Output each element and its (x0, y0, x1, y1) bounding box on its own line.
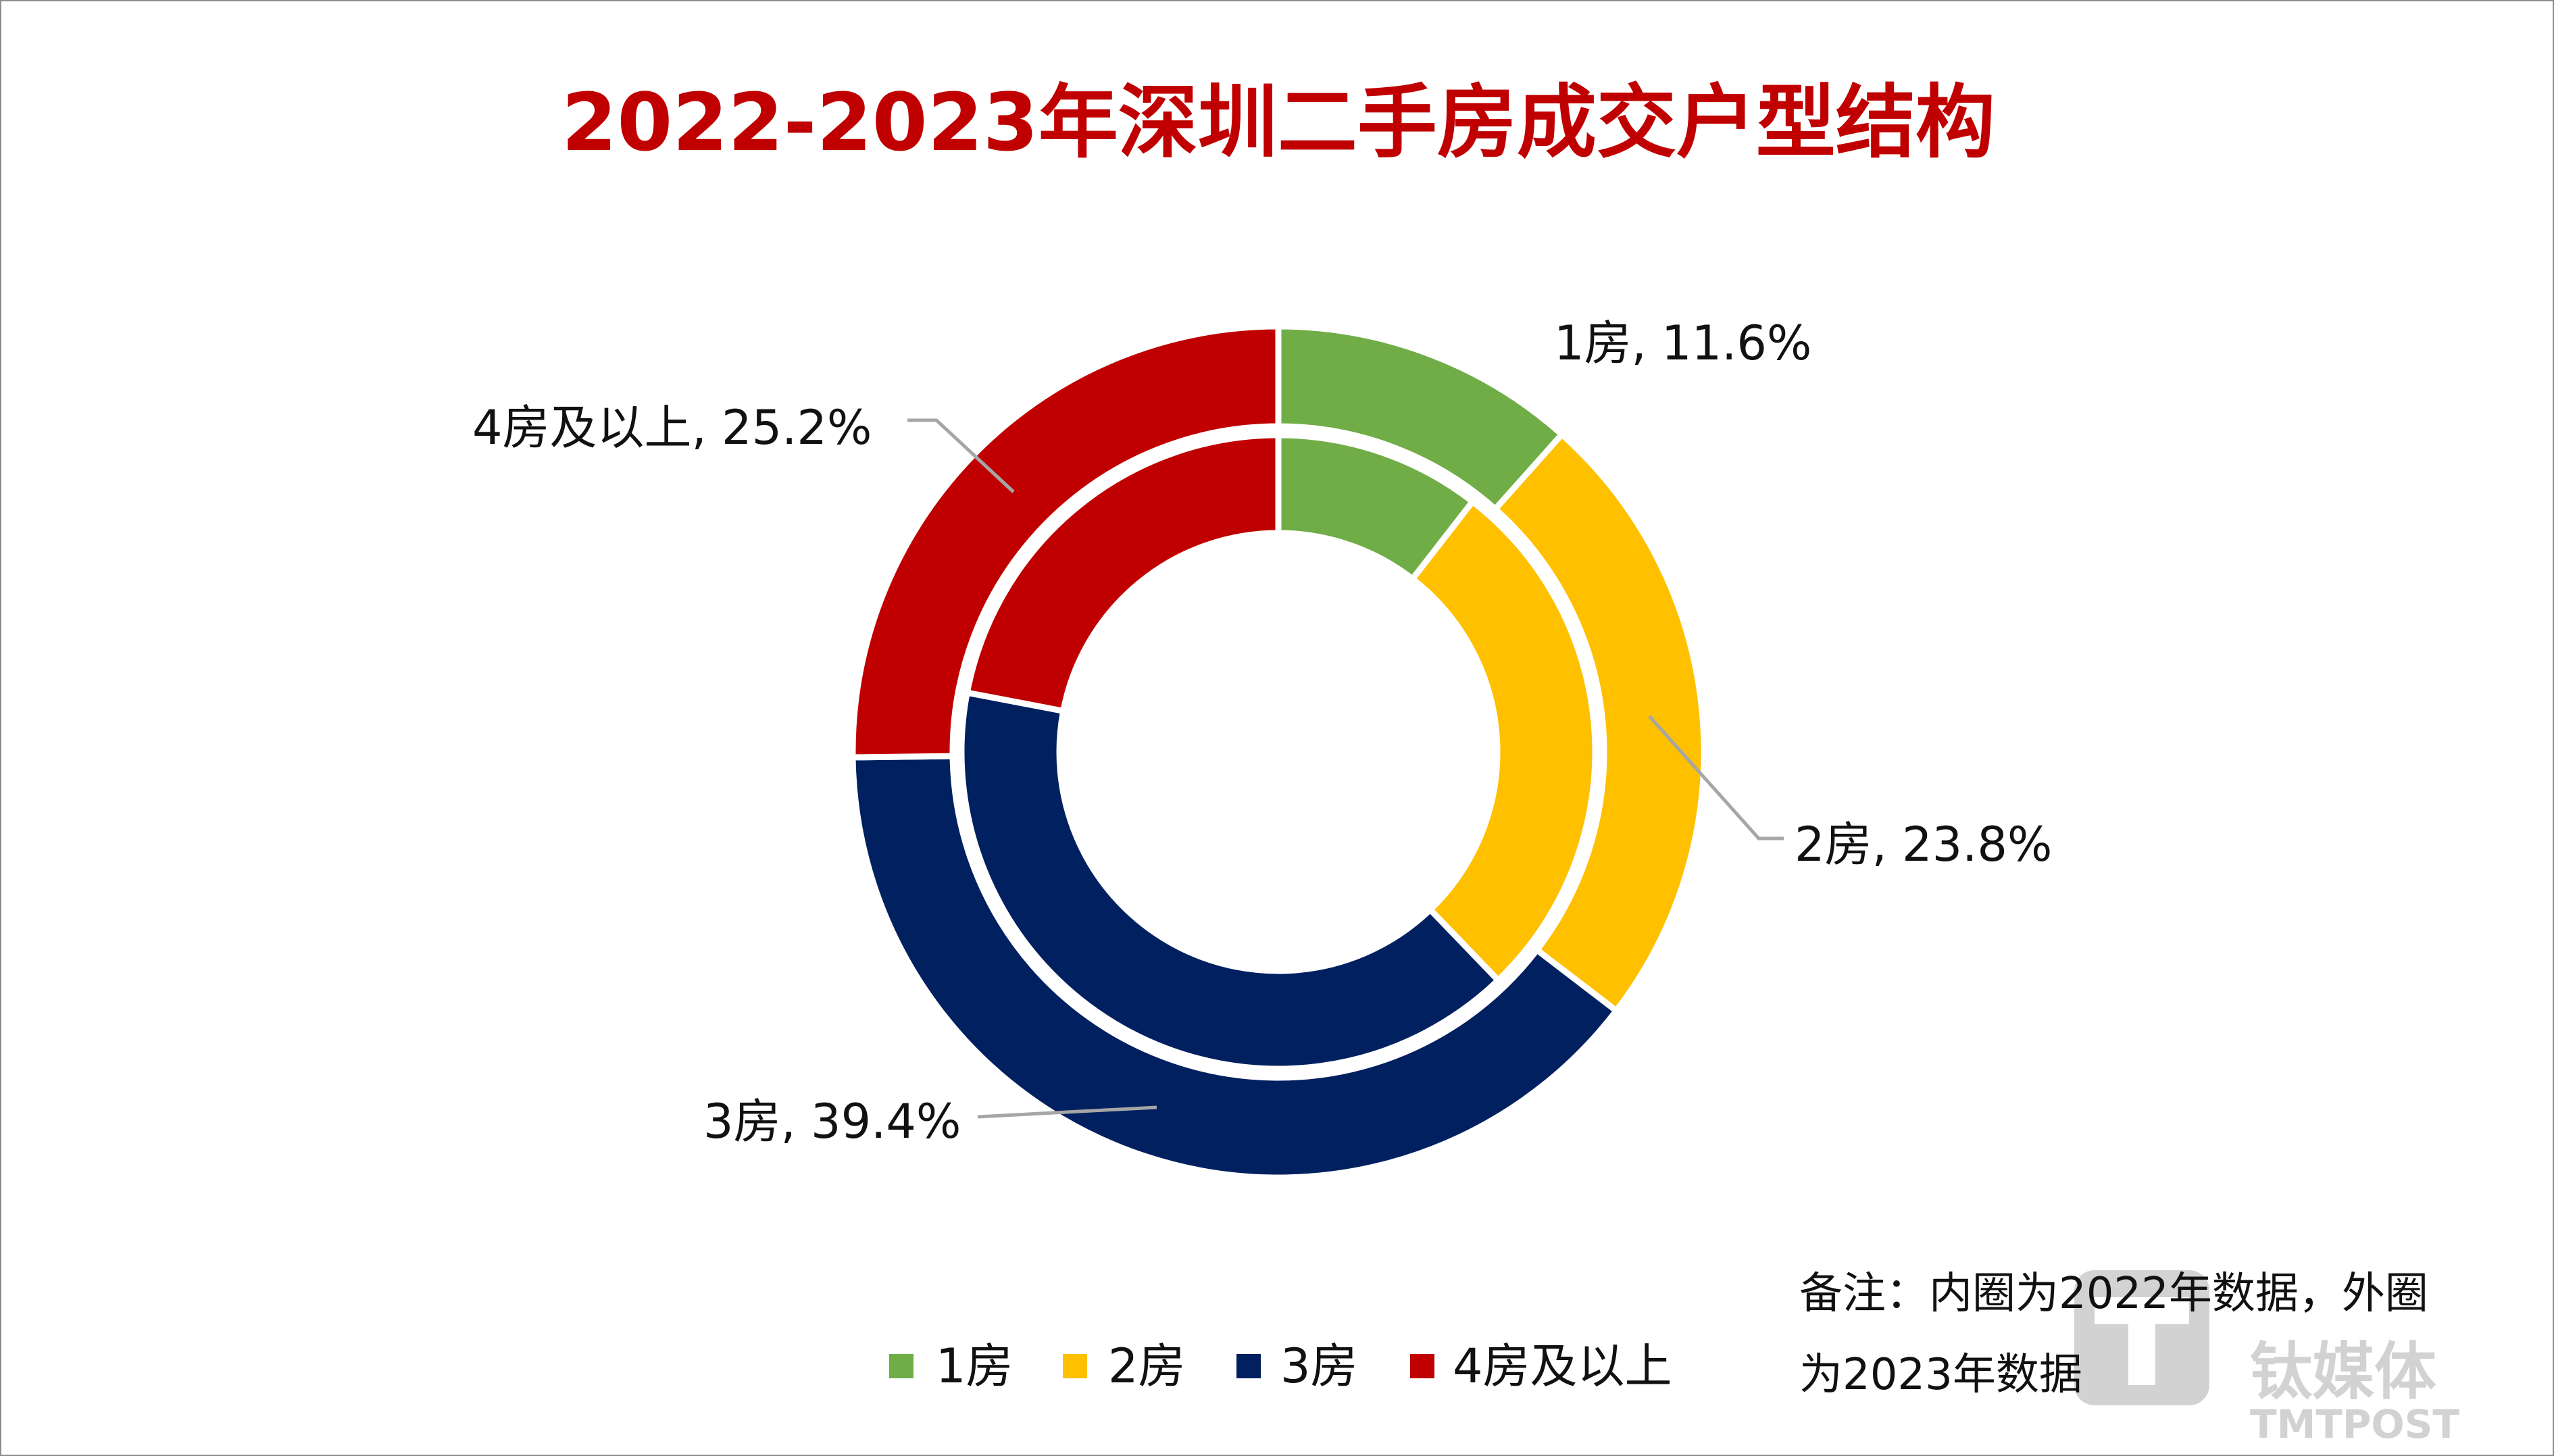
inner-slice-4room-plus (963, 432, 1282, 715)
inner-slice-3room (958, 688, 1503, 1072)
leader-line-2room (1648, 715, 1784, 840)
legend-label-1room: 1房 (936, 1338, 1013, 1394)
chart-title: 2022-2023年深圳二手房成交户型结构 (561, 76, 1995, 169)
outer-slice-2room (1491, 430, 1707, 1015)
tmtpost-watermark-logo: 钛媒体 TMTPOST (2074, 1270, 2459, 1447)
data-label-3room: 3房, 39.4% (703, 1094, 961, 1149)
outer-slice-4room-plus (849, 323, 1282, 761)
legend-swatch-1room (889, 1354, 913, 1378)
legend-swatch-3room (1236, 1354, 1261, 1378)
watermark-en: TMTPOST (2250, 1401, 2459, 1447)
legend: 1房 2房 3房 4房及以上 (889, 1338, 1672, 1394)
chart-note-line1: 备注：内圈为2022年数据，外圈 (1799, 1269, 2428, 1319)
leader-lines (907, 418, 1784, 1119)
legend-swatch-2room (1063, 1354, 1087, 1378)
inner-slice-2room (1408, 497, 1599, 985)
outer-slice-3room (849, 753, 1621, 1181)
data-label-4room-plus: 4房及以上, 25.2% (472, 400, 872, 455)
leader-line-3room (977, 1105, 1157, 1119)
legend-label-3room: 3房 (1280, 1338, 1358, 1394)
data-label-2room: 2房, 23.8% (1795, 817, 2052, 872)
leader-line-4room (907, 418, 1015, 493)
legend-label-4room-plus: 4房及以上 (1453, 1338, 1672, 1394)
legend-label-2room: 2房 (1108, 1338, 1186, 1394)
data-label-1room: 1房, 11.6% (1554, 316, 1811, 371)
rings (849, 323, 1707, 1181)
legend-swatch-4room-plus (1410, 1354, 1434, 1378)
watermark-cn: 钛媒体 (2250, 1336, 2436, 1408)
chart-note-line2: 为2023年数据 (1799, 1350, 2082, 1400)
